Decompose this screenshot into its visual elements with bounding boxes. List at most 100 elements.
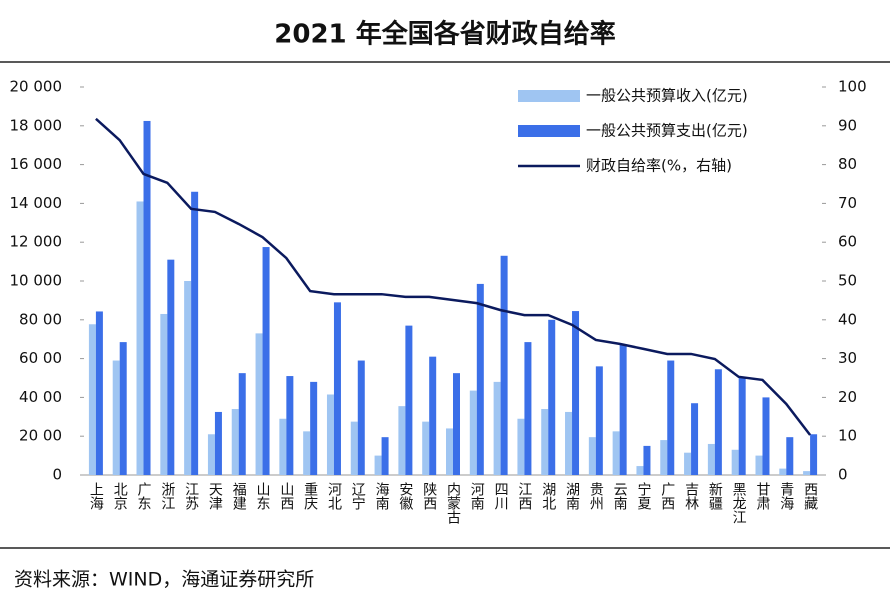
y-tick-label: 0 — [52, 466, 62, 484]
bar — [524, 342, 532, 475]
bar — [112, 360, 120, 475]
source-note: 资料来源：WIND，海通证券研究所 — [14, 569, 314, 591]
bar — [398, 406, 406, 475]
bar — [595, 366, 603, 475]
bar — [779, 468, 787, 475]
x-tick-label: 新疆 — [707, 482, 723, 510]
y2-tick-label: 10 — [838, 427, 857, 445]
bar — [405, 325, 413, 475]
bar — [714, 369, 722, 475]
bar — [207, 434, 215, 475]
line — [95, 117, 812, 436]
bar — [755, 455, 763, 475]
bar — [541, 409, 549, 475]
bar — [160, 313, 168, 475]
y2-tick-label: 30 — [838, 349, 857, 367]
x-tick-label: 天津 — [207, 482, 223, 510]
bar — [476, 283, 484, 475]
bar — [691, 403, 699, 475]
bar — [517, 418, 525, 475]
bar — [184, 281, 192, 475]
y-tick-label: 16 000 — [10, 155, 63, 173]
bar — [493, 381, 501, 475]
y2-tick-label: 80 — [838, 155, 857, 173]
x-tick-label: 湖北 — [540, 482, 556, 511]
x-tick-label: 吉林 — [683, 482, 699, 510]
x-tick-label: 陕西 — [421, 482, 437, 510]
chart-title: 2021 年全国各省财政自给率 — [274, 19, 615, 50]
bar — [238, 373, 246, 475]
bar — [381, 437, 389, 475]
bar — [303, 431, 311, 475]
y-tick-label: 18 000 — [10, 116, 63, 134]
x-tick-label: 河南 — [469, 482, 485, 510]
x-tick-label: 辽宁 — [350, 482, 366, 510]
x-tick-label: 海南 — [374, 482, 390, 510]
x-tick-label: 山西 — [278, 482, 294, 510]
x-tick-label: 宁夏 — [635, 481, 651, 510]
bar — [588, 437, 596, 475]
x-tick-label: 湖南 — [564, 482, 580, 510]
y2-tick-label: 70 — [838, 194, 857, 212]
bar — [231, 409, 239, 475]
bar — [636, 466, 644, 475]
y2-tick-label: 100 — [838, 78, 867, 96]
bar — [136, 201, 144, 475]
x-tick-label: 山东 — [255, 482, 271, 510]
y-tick-label: 80 00 — [19, 310, 62, 328]
x-tick-label: 青海 — [778, 482, 794, 510]
bar — [446, 428, 453, 475]
bar — [619, 344, 627, 475]
bar — [214, 411, 222, 475]
y-tick-label: 20 00 — [19, 427, 62, 445]
y-tick-label: 40 00 — [19, 388, 62, 406]
x-tick-label: 浙江 — [159, 482, 175, 510]
bar — [167, 259, 175, 475]
bar — [660, 440, 668, 475]
x-tick-label: 黑龙江 — [731, 482, 747, 524]
bar — [643, 445, 651, 475]
x-tick-label: 重庆 — [302, 482, 318, 510]
x-tick-label: 云南 — [612, 482, 628, 510]
bar — [310, 381, 318, 475]
x-tick-label: 甘肃 — [754, 482, 770, 510]
bar — [286, 376, 294, 475]
bar — [191, 191, 199, 475]
bar — [429, 356, 437, 475]
x-tick-label: 四川 — [493, 482, 509, 510]
legend-label: 一般公共预算收入(亿元) — [586, 87, 748, 105]
bar — [88, 324, 96, 475]
bar — [572, 311, 580, 475]
bar — [357, 360, 365, 475]
bar — [500, 255, 508, 475]
bar — [786, 437, 794, 475]
legend-swatch — [518, 125, 580, 137]
bar — [810, 434, 818, 475]
bar — [422, 421, 430, 475]
bar — [565, 411, 573, 475]
bar — [255, 333, 263, 475]
y-tick-label: 60 00 — [19, 349, 62, 367]
y2-tick-label: 50 — [838, 272, 857, 290]
y2-tick-label: 90 — [838, 116, 857, 134]
y2-tick-label: 20 — [838, 388, 857, 406]
x-tick-label: 福建 — [231, 482, 247, 511]
bar — [612, 431, 620, 475]
bar — [684, 452, 692, 475]
bar — [453, 373, 460, 475]
x-tick-label: 贵州 — [588, 482, 604, 510]
bar — [119, 342, 127, 475]
x-tick-label: 江苏 — [183, 482, 199, 511]
bar — [350, 421, 358, 475]
bar — [707, 443, 715, 475]
bar — [326, 394, 334, 475]
x-tick-label: 内蒙古 — [445, 482, 461, 524]
x-tick-label: 西藏 — [802, 482, 818, 510]
y2-tick-label: 0 — [838, 466, 848, 484]
bar — [262, 247, 270, 475]
x-tick-label: 上海 — [88, 482, 104, 510]
bar — [731, 449, 739, 475]
y-tick-label: 20 000 — [10, 78, 63, 96]
x-tick-label: 北京 — [112, 482, 128, 510]
